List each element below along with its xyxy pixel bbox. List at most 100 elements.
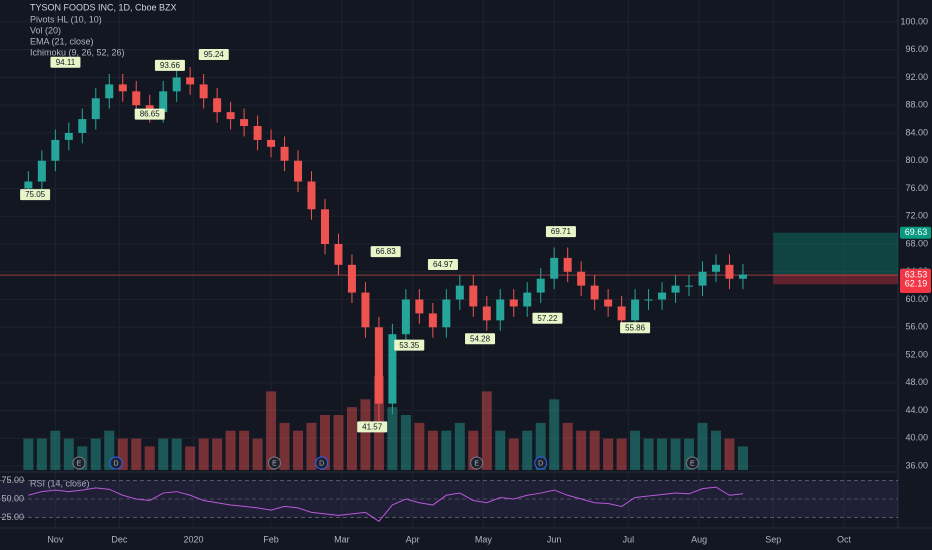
target-label-bg: [900, 226, 931, 239]
stop-label-bg: [900, 278, 931, 291]
x-tick-label: Jul: [623, 534, 635, 544]
volume-bar: [50, 430, 61, 470]
volume-bar: [535, 422, 546, 470]
volume-bar: [158, 438, 169, 470]
x-tick-label: Apr: [406, 534, 420, 544]
candle-body: [24, 181, 33, 189]
y-tick-label: 72.00: [905, 211, 928, 221]
y-tick-label: 44.00: [905, 405, 928, 415]
pivot-box: [357, 421, 388, 433]
candle-body: [685, 285, 694, 287]
pivot-box: [198, 48, 229, 60]
candle-body: [159, 91, 168, 113]
event-marker: [315, 456, 329, 470]
candle-body: [415, 299, 424, 314]
volume-bar: [454, 422, 465, 470]
candle-body: [361, 292, 370, 328]
event-label: E: [474, 460, 479, 467]
y-tick-label: 56.00: [905, 322, 928, 332]
candle-body: [550, 257, 559, 279]
volume-bar: [198, 438, 209, 470]
indicator: EMA (21, close): [30, 36, 94, 46]
event-label: E: [77, 460, 82, 467]
candle-body: [496, 299, 505, 321]
event-label: D: [538, 460, 543, 467]
candle-body: [307, 181, 316, 210]
x-tick-label: Oct: [837, 534, 852, 544]
candle-body: [536, 278, 545, 293]
volume-bar: [279, 422, 290, 470]
volume-bar: [293, 430, 304, 470]
volume-bar: [36, 438, 47, 470]
volume-bar: [360, 399, 371, 470]
pivot-label: 53.35: [399, 341, 420, 350]
target-label: 69.63: [905, 227, 928, 237]
volume-bar: [670, 438, 681, 470]
volume-bar: [387, 407, 398, 470]
candle-body: [118, 84, 127, 92]
candle-body: [320, 209, 329, 244]
volume-bar: [737, 446, 748, 470]
event-marker: [109, 456, 123, 470]
volume-bar: [468, 430, 479, 470]
candle-body: [186, 77, 195, 85]
volume-bar: [603, 438, 614, 470]
pivot-label: 86.65: [140, 110, 161, 119]
candle-body: [428, 313, 437, 328]
candle-body: [172, 77, 181, 92]
pivot-label: 95.24: [204, 50, 225, 59]
pivot-box: [394, 339, 425, 351]
y-tick-label: 48.00: [905, 377, 928, 387]
pivot-label: 57.22: [537, 314, 558, 323]
volume-bar: [522, 430, 533, 470]
rsi-line: [28, 486, 744, 522]
last-label: 63.53: [905, 269, 928, 279]
volume-bar: [589, 430, 600, 470]
volume-bar: [427, 430, 438, 470]
candle-body: [671, 285, 680, 293]
event-marker: [685, 456, 699, 470]
y-tick-label: 40.00: [905, 433, 928, 443]
rsi-title: RSI (14, close): [30, 478, 90, 488]
target-zone: [773, 232, 898, 275]
candle-body: [631, 299, 640, 321]
volume-bar: [441, 430, 452, 470]
volume-bar: [616, 438, 627, 470]
candle-body: [617, 306, 626, 321]
y-tick-label: 36.00: [905, 460, 928, 470]
indicator: Ichimoku (9, 26, 52, 26): [30, 47, 125, 57]
volume-bar: [212, 438, 223, 470]
event-label: D: [113, 460, 118, 467]
rsi-tick-label: 25.00: [1, 512, 24, 522]
volume-bar: [562, 422, 573, 470]
pivot-box: [620, 322, 651, 334]
candle-body: [253, 126, 262, 140]
y-tick-label: 76.00: [905, 183, 928, 193]
event-marker: [470, 456, 484, 470]
candle-body: [213, 98, 222, 113]
volume-bar: [643, 438, 654, 470]
volume-bar: [697, 422, 708, 470]
x-tick-label: Nov: [47, 534, 64, 544]
y-tick-label: 84.00: [905, 127, 928, 137]
candle-body: [711, 264, 720, 272]
volume-bar: [684, 438, 695, 470]
x-tick-label: May: [475, 534, 493, 544]
candle-body: [91, 98, 100, 120]
indicator: Pivots HL (10, 10): [30, 14, 102, 24]
candle-body: [738, 274, 747, 279]
candle-body: [132, 91, 141, 106]
y-tick-label: 68.00: [905, 238, 928, 248]
pivot-label: 69.71: [551, 227, 572, 236]
candle-body: [267, 139, 276, 147]
pivot-box: [532, 312, 563, 324]
candle-body: [442, 299, 451, 328]
volume-bar: [657, 438, 668, 470]
candle-body: [658, 292, 667, 300]
y-tick-label: 92.00: [905, 72, 928, 82]
candle-body: [226, 112, 235, 120]
candle-body: [294, 160, 303, 182]
pivot-label: 54.28: [470, 334, 491, 343]
volume-bar: [724, 438, 735, 470]
